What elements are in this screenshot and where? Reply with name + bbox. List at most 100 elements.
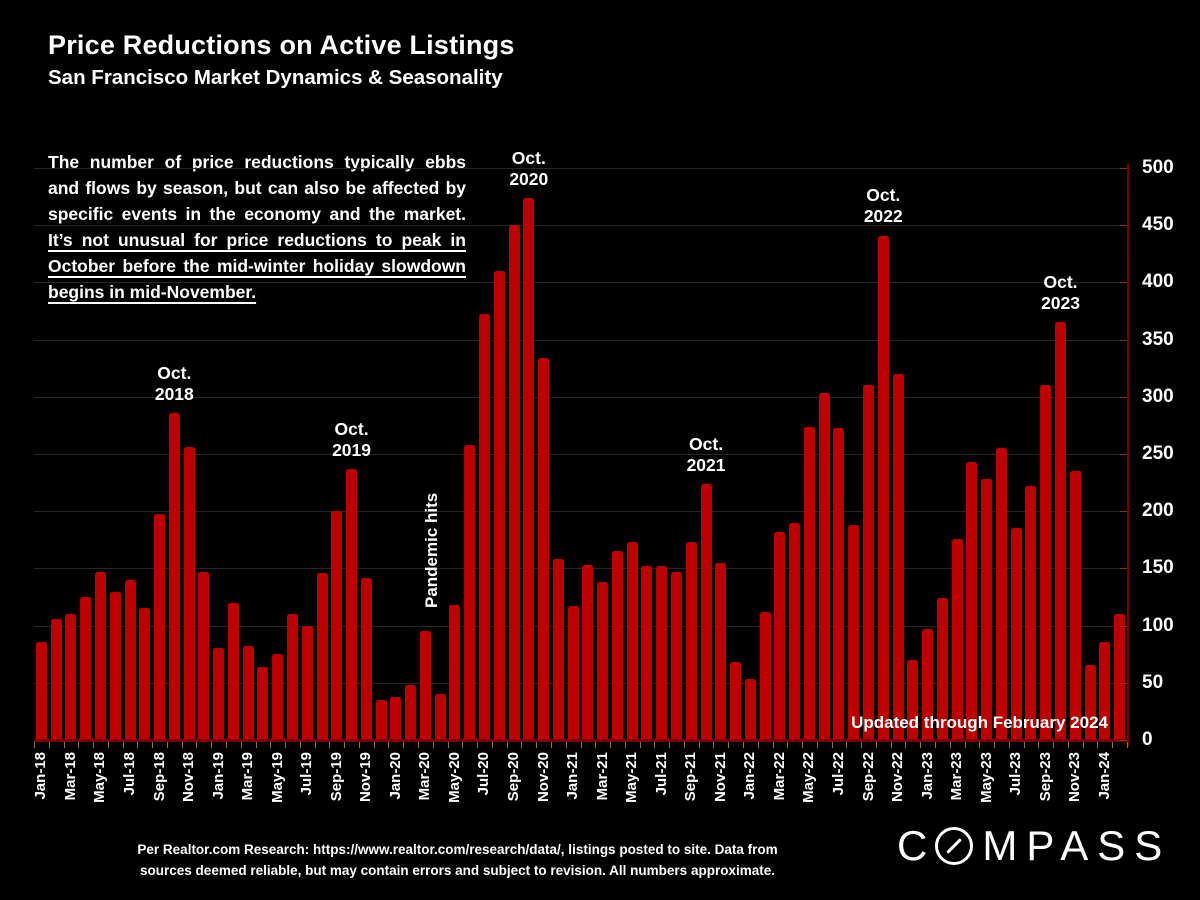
page-title: Price Reductions on Active Listings [48,30,515,60]
y-axis-tick-0 [1120,740,1127,741]
compass-o-icon [935,827,974,865]
bar-Sep-20 [508,225,520,740]
gridline-450 [34,225,1127,227]
y-tick-label-350: 350 [1142,328,1174,350]
x-tick-label-Jan-21: Jan-21 [564,752,582,800]
description-text: The number of price reductions typically… [48,151,466,224]
bar-Nov-22 [892,373,904,740]
x-axis-tick [610,742,612,748]
x-axis-tick [166,742,168,748]
x-tick-label-Mar-22: Mar-22 [770,752,788,801]
annotation-line2: 2021 [686,454,726,475]
bar-May-21 [626,542,638,740]
x-axis-tick [285,742,287,748]
logo-letter-c: C [897,822,928,869]
y-axis-tick-100 [1120,625,1127,627]
x-axis-tick [226,742,227,748]
annotation-line1: Oct. [334,418,369,439]
x-tick-label-May-21: May-21 [623,752,641,803]
gridline-400 [34,282,1127,284]
x-tick-label-Mar-20: Mar-20 [416,752,434,801]
bar-Feb-19 [227,602,239,740]
x-axis-tick [1008,742,1010,748]
annotation-Oct.-2023: Oct. 2023 [1006,272,1116,314]
bar-Jul-19 [301,625,313,740]
bar-Jan-22 [744,679,756,740]
bar-May-20 [449,605,461,740]
annotation-line2: 2018 [154,383,194,404]
x-axis-tick [713,742,715,748]
logo-letters-mpass: MPASS [982,822,1172,869]
bar-Oct-23 [1055,322,1067,740]
y-tick-label-150: 150 [1142,557,1174,579]
bar-Apr-21 [611,551,623,740]
bar-Apr-18 [80,597,92,740]
y-axis-tick-250 [1120,454,1127,455]
bar-Jan-23 [922,629,934,740]
bar-Aug-23 [1025,486,1037,740]
y-tick-label-100: 100 [1142,614,1174,636]
annotation-pandemic-hits: Pandemic hits [422,493,442,609]
x-tick-label-Jan-22: Jan-22 [741,752,759,800]
x-tick-label-Nov-18: Nov-18 [180,752,198,803]
bar-Dec-19 [375,699,387,740]
bar-Jun-22 [818,393,830,740]
compass-logo: C MPASS [897,821,1171,871]
bar-Mar-18 [65,614,77,740]
x-axis-tick [565,742,567,748]
x-axis-tick [93,742,95,748]
x-tick-label-May-18: May-18 [91,752,109,803]
x-axis-tick [506,742,508,748]
bar-Jul-20 [478,314,490,740]
x-tick-label-Jul-19: Jul-19 [298,752,316,796]
y-axis-tick-450 [1120,225,1127,227]
annotation-line2: 2020 [509,168,549,189]
bar-Jun-18 [109,592,121,740]
footer-line-1: Per Realtor.com Research: https://www.re… [137,842,778,857]
bar-Sep-22 [863,385,875,740]
x-axis-tick [137,742,139,748]
page-subtitle: San Francisco Market Dynamics & Seasonal… [48,66,503,89]
x-tick-label-Jan-24: Jan-24 [1095,752,1113,800]
x-axis-tick [107,742,109,748]
x-axis-tick [1097,742,1099,748]
x-axis-tick [669,742,671,748]
x-axis-tick [373,742,375,748]
bar-Sep-19 [331,511,343,740]
bar-Jul-23 [1010,528,1022,740]
x-axis-tick [314,742,316,748]
x-axis-tick [1127,742,1128,748]
x-axis-tick [728,742,730,748]
bar-Jan-19 [213,648,225,740]
bar-Apr-22 [789,522,801,740]
annotation-line2: 2022 [863,206,903,227]
x-tick-label-May-22: May-22 [800,752,818,803]
x-axis-tick [299,742,301,748]
bar-Feb-24 [1114,614,1126,740]
x-axis-tick [48,742,50,748]
x-tick-label-Mar-18: Mar-18 [61,752,79,801]
x-axis-tick [580,742,582,748]
bar-Oct-19 [346,468,358,740]
annotation-Oct.-2021: Oct. 2021 [651,434,761,476]
x-axis-tick [536,742,538,748]
x-axis-tick [831,742,833,748]
x-tick-label-Mar-21: Mar-21 [593,752,611,801]
x-axis-tick [181,742,183,748]
bar-Nov-19 [360,577,372,740]
x-axis-tick [979,742,981,748]
x-axis-tick [683,742,685,748]
x-tick-label-Nov-21: Nov-21 [711,752,729,803]
bar-chart-plot-area: Jan-18 Mar-18 May-18 Jul-18 Sep-18 Nov-18 Jan-… [32,148,1173,803]
x-axis-tick [388,742,390,748]
bar-Jun-19 [286,614,298,740]
bar-Mar-20 [419,631,431,740]
bar-Nov-23 [1069,471,1081,740]
bar-Feb-20 [405,685,417,740]
bar-Jun-20 [464,444,476,740]
x-tick-label-Nov-20: Nov-20 [534,752,552,803]
x-axis-tick [1023,742,1025,748]
x-axis-tick [447,742,449,748]
bar-May-19 [272,654,284,740]
annotation-Oct.-2022: Oct. 2022 [828,185,938,227]
